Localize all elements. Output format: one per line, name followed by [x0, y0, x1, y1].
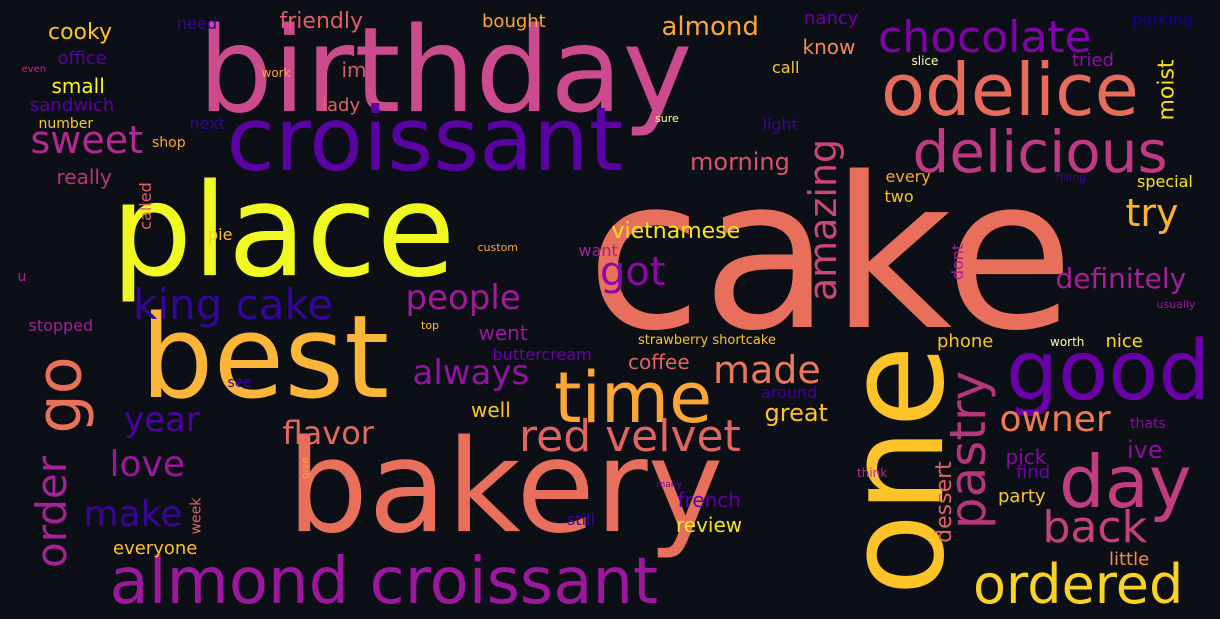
cloud-word: thats: [1130, 416, 1166, 432]
cloud-word: went: [478, 321, 528, 345]
cloud-word: almond: [661, 12, 759, 42]
cloud-word: know: [802, 35, 856, 59]
cloud-word: sweet: [30, 118, 144, 162]
cloud-word: next: [189, 114, 225, 133]
cloud-word: review: [676, 513, 743, 537]
cloud-word: office: [57, 48, 107, 69]
cloud-word: got: [600, 249, 666, 295]
cloud-word: pie: [208, 225, 233, 244]
cloud-word: think: [857, 466, 888, 480]
cloud-word: red velvet: [519, 411, 741, 462]
cloud-word: custom: [477, 240, 519, 254]
cloud-word: want: [578, 241, 618, 260]
cloud-word: small: [51, 74, 105, 98]
cloud-word: still: [567, 510, 595, 529]
cloud-word: morning: [690, 148, 790, 176]
cloud-word: pick: [1005, 445, 1047, 469]
cloud-word: phone: [937, 331, 994, 352]
cloud-word: top: [421, 318, 440, 332]
cloud-word: delicious: [912, 118, 1168, 186]
cloud-word: special: [1137, 172, 1193, 191]
cloud-word: strawberry shortcake: [638, 332, 776, 348]
cloud-word: best: [140, 290, 390, 425]
cloud-word: work: [261, 66, 291, 80]
cloud-word: coffee: [628, 350, 690, 374]
cloud-word: even: [21, 64, 47, 75]
cloud-word: vietnamese: [611, 219, 741, 244]
cloud-word: time: [554, 357, 713, 439]
cloud-word: buttercream: [492, 345, 592, 364]
cloud-word: slice: [911, 54, 939, 68]
cloud-word: back: [1042, 502, 1148, 553]
cloud-word: find: [1016, 462, 1051, 483]
cloud-word: chocolate: [878, 12, 1092, 63]
cloud-word: bakery: [287, 413, 724, 562]
cloud-word: amazing: [801, 138, 846, 302]
cloud-word: almond croissant: [109, 545, 659, 619]
cloud-word: definitely: [1055, 262, 1187, 295]
cloud-word: lady: [322, 95, 361, 116]
cloud-word: sandwich: [30, 95, 115, 116]
cloud-word: make: [83, 494, 183, 535]
cloud-word: tried: [1072, 50, 1114, 71]
cloud-word: two: [884, 187, 914, 206]
cloud-word: cake: [586, 132, 1074, 377]
cloud-word: moist: [1154, 59, 1180, 121]
cloud-word: u: [17, 269, 27, 285]
cloud-word: party: [998, 486, 1046, 507]
cloud-word: cooky: [48, 20, 112, 45]
cloud-word: need: [177, 14, 217, 33]
cloud-word: ordered: [973, 553, 1184, 616]
cloud-word: around: [761, 383, 818, 402]
cloud-word: birthday: [198, 1, 693, 139]
cloud-word: try: [1125, 191, 1179, 235]
cloud-word: place: [111, 157, 456, 306]
cloud-word: shop: [152, 135, 186, 151]
cloud-word: parking: [1132, 10, 1194, 29]
cloud-word: dont: [948, 243, 968, 281]
cloud-word: go: [22, 356, 96, 434]
cloud-word: really: [56, 165, 112, 189]
cloud-word: well: [471, 398, 511, 422]
cloud-word: filling: [1056, 170, 1087, 184]
cloud-word: owner: [999, 399, 1111, 440]
cloud-word: order: [27, 456, 76, 568]
cloud-word: called: [135, 182, 155, 230]
cloud-word: bought: [482, 11, 546, 32]
cloud-word: dessert: [931, 461, 957, 543]
cloud-word: week: [187, 497, 204, 535]
cloud-word: usually: [1156, 297, 1196, 311]
cloud-word: every: [885, 167, 931, 186]
cloud-word: always: [412, 353, 530, 393]
cloud-word: many: [656, 479, 682, 490]
cloud-word: nice: [1105, 331, 1143, 352]
cloud-word: give: [300, 457, 312, 479]
cloud-word: little: [1109, 549, 1150, 570]
cloud-word: king cake: [133, 280, 334, 329]
cloud-word: light: [762, 115, 798, 134]
cloud-word: worth: [1050, 335, 1085, 349]
cloud-word: ive: [1127, 436, 1163, 464]
cloud-word: french: [677, 488, 741, 512]
cloud-word: great: [764, 399, 828, 427]
cloud-word: everyone: [113, 538, 198, 559]
cloud-word: number: [38, 116, 94, 132]
cloud-word: call: [772, 58, 800, 77]
cloud-word: flavor: [282, 414, 374, 452]
cloud-word: made: [713, 348, 821, 392]
cloud-word: year: [124, 400, 200, 440]
cloud-word: odelice: [881, 48, 1139, 132]
cloud-word: see: [227, 375, 253, 391]
cloud-word: friendly: [279, 9, 363, 34]
cloud-word: nancy: [804, 8, 859, 29]
cloud-word: people: [405, 278, 521, 318]
cloud-word: good: [1006, 324, 1211, 419]
cloud-word: croissant: [226, 88, 624, 191]
cloud-word: love: [109, 444, 185, 485]
cloud-word: im: [341, 58, 367, 82]
cloud-word: day: [1059, 440, 1192, 524]
cloud-word: sure: [655, 111, 679, 125]
cloud-word: stopped: [28, 316, 94, 335]
